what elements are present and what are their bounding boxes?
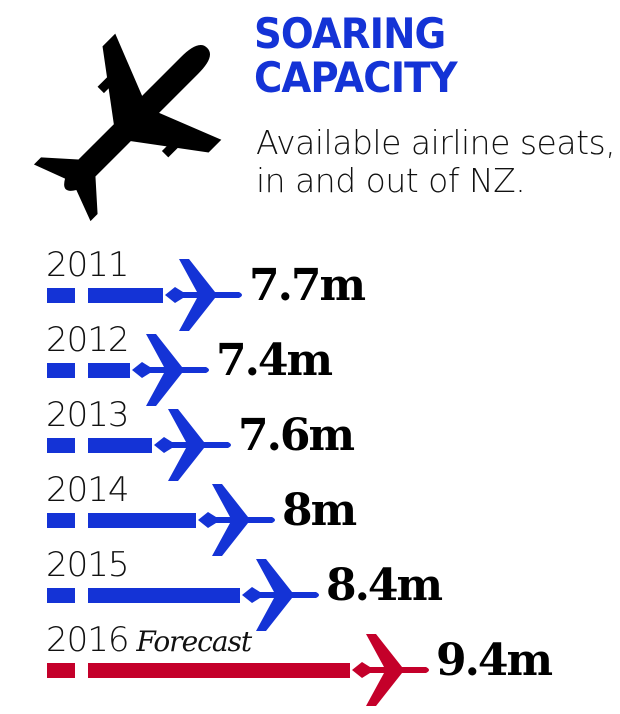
data-label: 7.7m <box>249 260 366 311</box>
bar <box>88 663 350 678</box>
bar <box>88 438 152 453</box>
year-label: 2012 <box>46 320 130 360</box>
header-airplane-icon <box>33 33 222 222</box>
bar <box>88 588 240 603</box>
airplane-icon <box>242 559 319 631</box>
airplane-icon <box>132 334 209 406</box>
chart-subtitle: Available airline seats, in and out of N… <box>256 123 616 200</box>
chart-title-line: SOARING <box>254 9 446 58</box>
data-label: 9.4m <box>436 635 553 686</box>
chart-title-line: CAPACITY <box>254 53 458 102</box>
bar-segment <box>47 438 75 453</box>
bar-segment <box>47 288 75 303</box>
data-label: 8m <box>282 485 357 536</box>
bar <box>88 363 130 378</box>
year-label: 2013 <box>46 395 130 435</box>
year-label: 2016 Forecast <box>46 620 252 660</box>
bar <box>88 288 163 303</box>
airplane-icon <box>198 484 275 556</box>
airplane-icon <box>154 409 231 481</box>
year-label: 2011 <box>46 245 130 285</box>
data-label: 8.4m <box>326 560 443 611</box>
year-label: 2014 <box>46 470 130 510</box>
bar-segment <box>47 663 75 678</box>
bar-segment <box>47 588 75 603</box>
airplane-icon <box>165 259 242 331</box>
bar-segment <box>47 363 75 378</box>
forecast-note: Forecast <box>128 625 252 658</box>
year-label: 2015 <box>46 545 130 585</box>
data-label: 7.4m <box>216 335 333 386</box>
bar-segment <box>47 513 75 528</box>
data-label: 7.6m <box>238 410 355 461</box>
bar <box>88 513 196 528</box>
airplane-icon <box>352 634 429 706</box>
